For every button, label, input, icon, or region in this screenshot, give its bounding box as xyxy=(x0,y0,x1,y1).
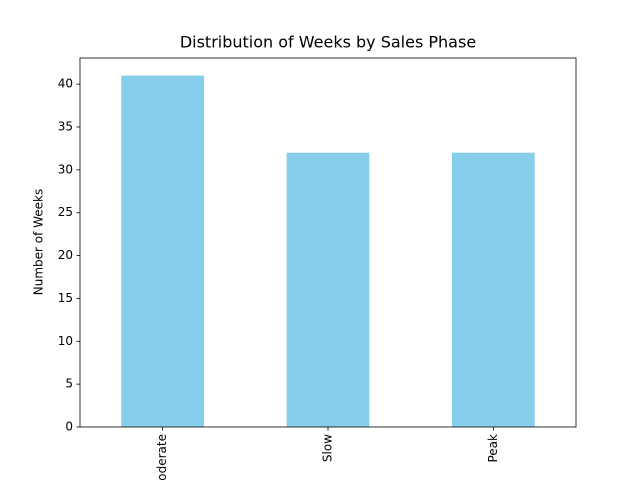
y-tick-label: 5 xyxy=(65,377,73,391)
plot-frame xyxy=(79,57,577,428)
y-tick-label: 35 xyxy=(58,120,73,134)
x-tick-label: Slow xyxy=(321,434,335,462)
y-tick-label: 15 xyxy=(58,291,73,305)
x-tick-label: Moderate xyxy=(155,434,169,480)
y-tick-label: 30 xyxy=(58,162,73,176)
y-tick-label: 0 xyxy=(65,420,73,434)
y-tick-label: 10 xyxy=(58,334,73,348)
y-tick-label: 40 xyxy=(58,77,73,91)
bar xyxy=(452,152,535,427)
bar xyxy=(286,152,370,427)
y-tick-label: 25 xyxy=(58,205,73,219)
chart-title: Distribution of Weeks by Sales Phase xyxy=(180,33,476,52)
x-tick-label: Peak xyxy=(486,434,500,463)
y-tick-label: 20 xyxy=(58,248,73,262)
bar xyxy=(121,75,204,428)
y-axis-label: Number of Weeks xyxy=(32,189,46,296)
